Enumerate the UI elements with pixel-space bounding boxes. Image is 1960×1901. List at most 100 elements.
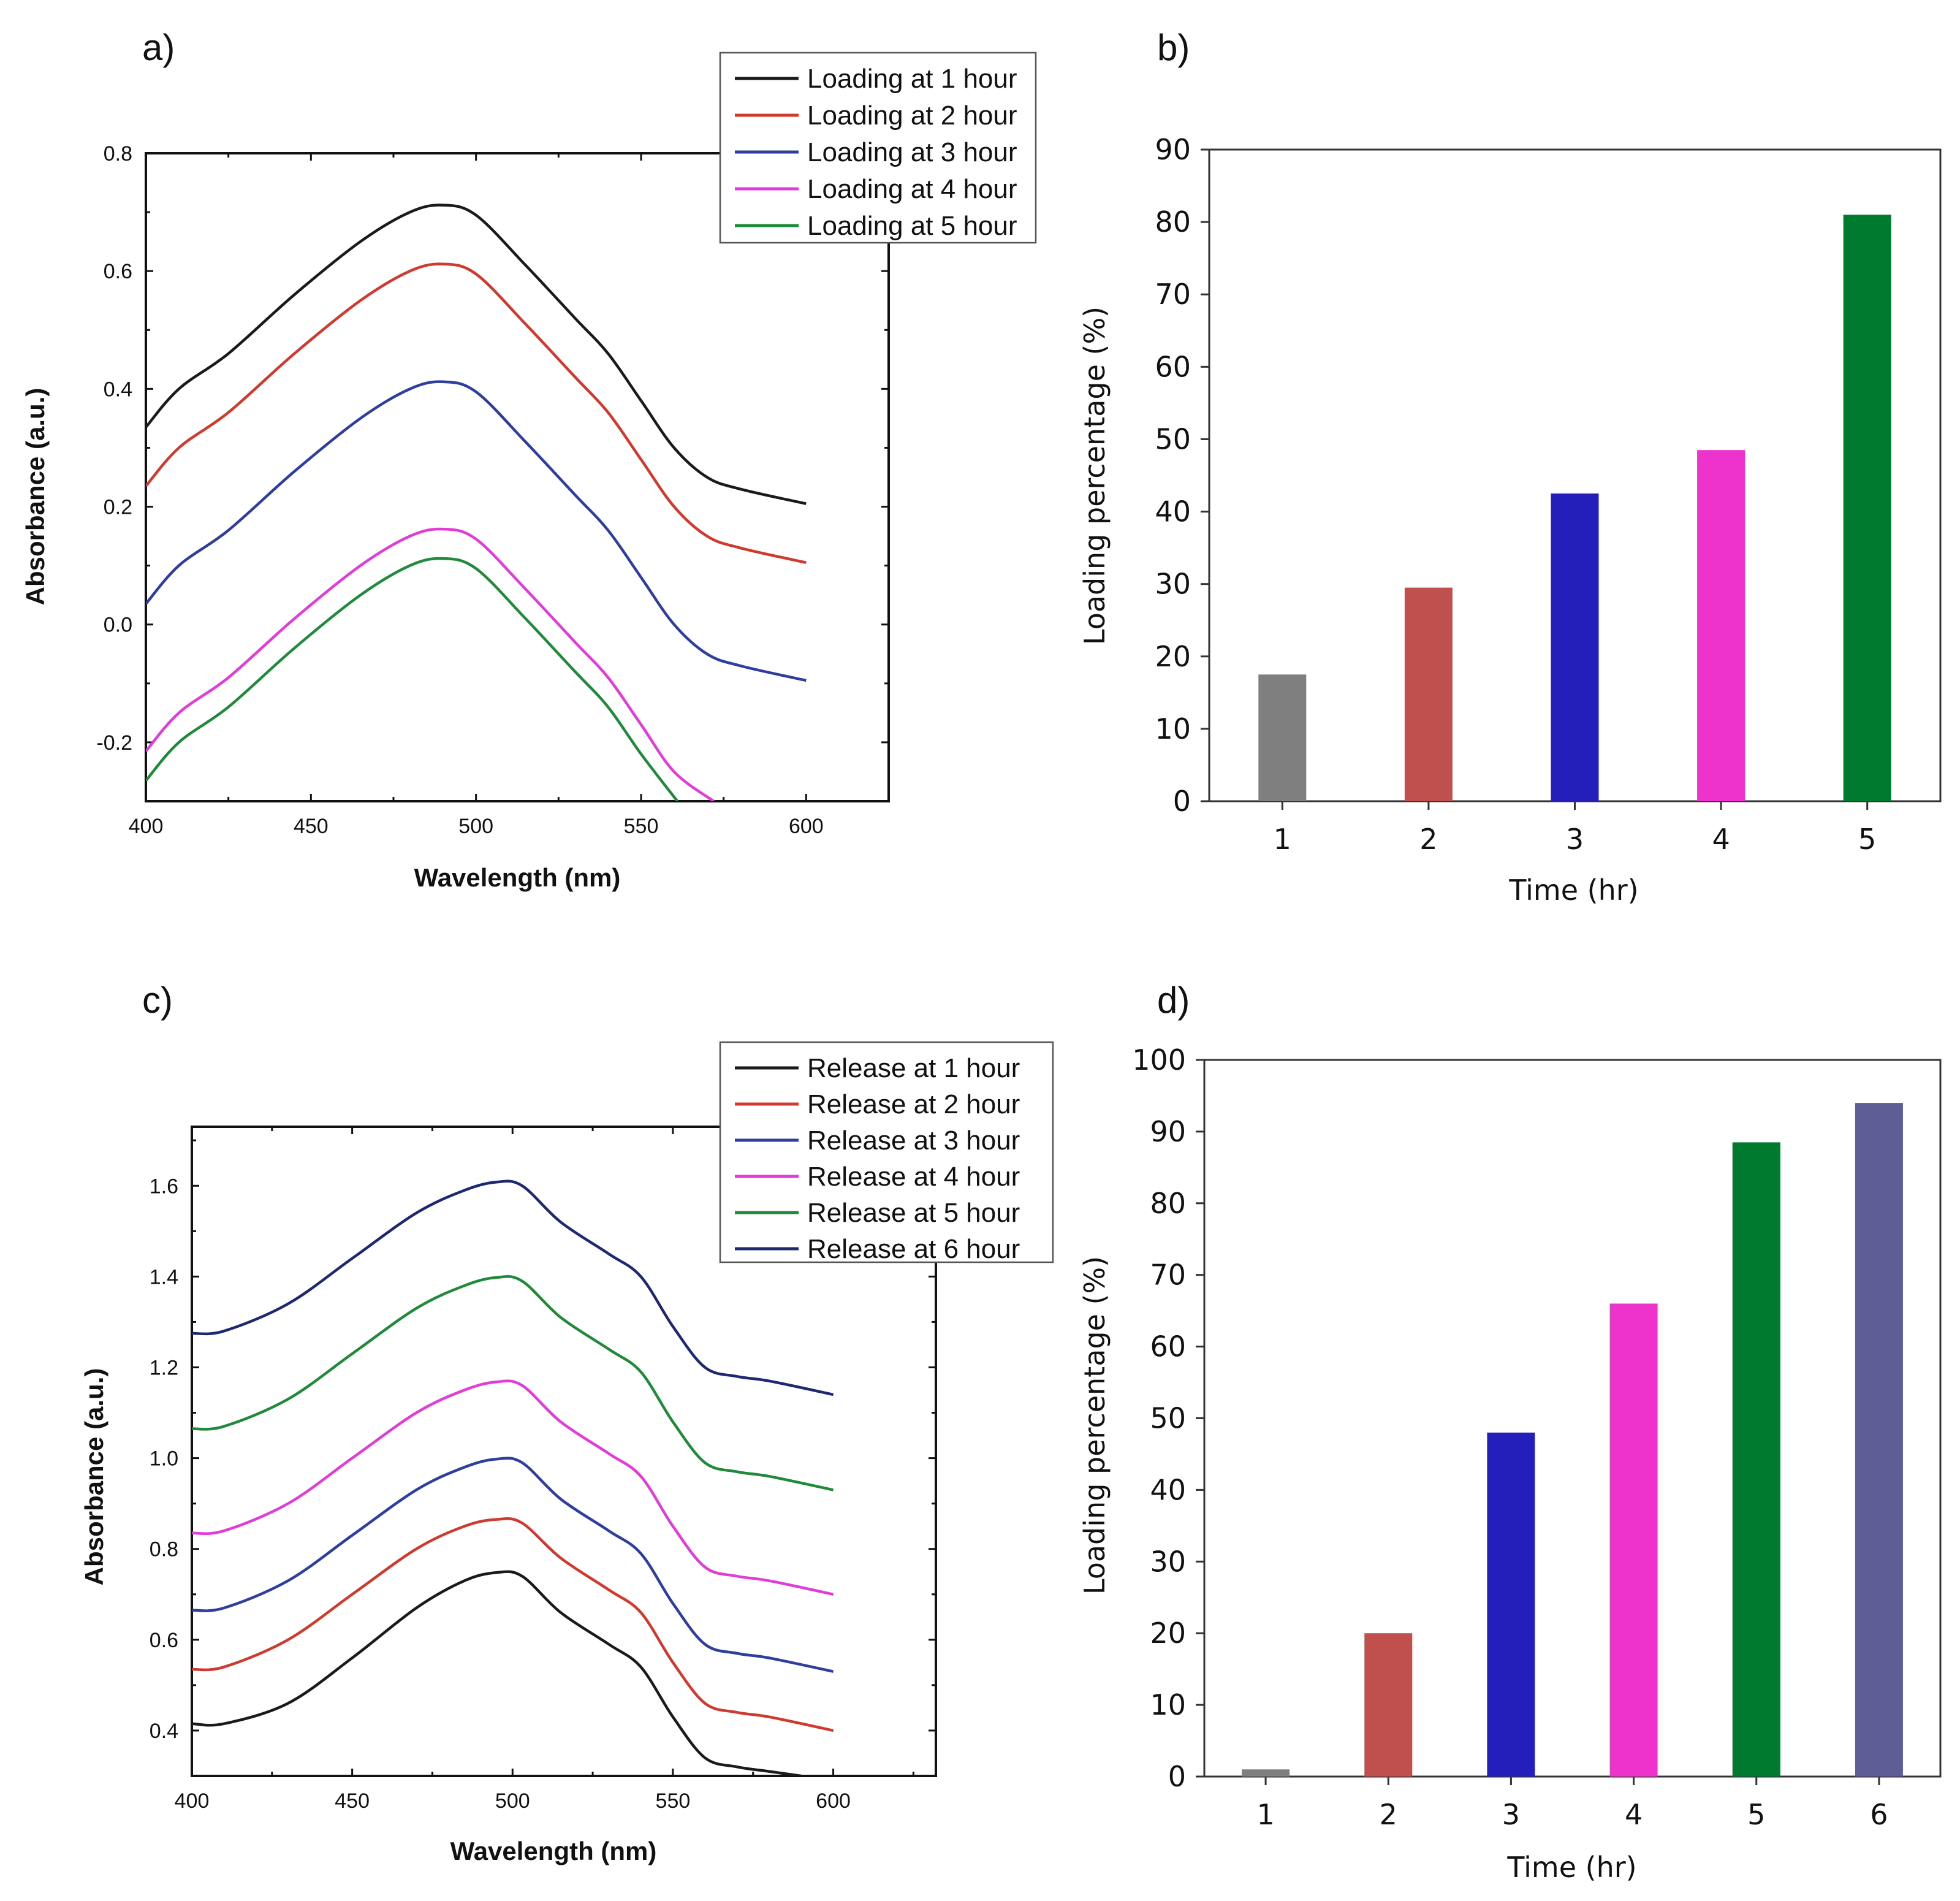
panel-b-x-tick-label: 4 [1712, 823, 1730, 856]
panel-d-letter: d) [1157, 980, 1190, 1021]
panel-c-x-tick-label: 450 [335, 1789, 370, 1813]
panel-a-letter: a) [142, 27, 175, 68]
panel-c-legend-label-2: Release at 2 hour [807, 1089, 1020, 1119]
panel-d-ylabel: Loading percentage (%) [1078, 1256, 1111, 1594]
panel-c-series-line-5 [192, 1275, 834, 1491]
panel-b-bar-5 [1843, 215, 1891, 801]
panel-c-legend-label-5: Release at 5 hour [807, 1198, 1020, 1228]
panel-c-ylabel: Absorbance (a.u.) [80, 1368, 108, 1586]
panel-d-bar-4 [1609, 1303, 1658, 1777]
panel-c-legend-label-6: Release at 6 hour [807, 1234, 1020, 1264]
panel-b-y-tick-label: 0 [1173, 785, 1191, 818]
panel-a-y-tick-label: 0.6 [104, 260, 132, 283]
panel-b-bar-chart: Time (hr) Loading percentage (%) 0 10 20 30… [1078, 133, 1942, 907]
panel-a-xlabel: Wavelength (nm) [414, 863, 621, 892]
panel-a-series-line-2 [146, 262, 807, 564]
panel-a-ylabel: Absorbance (a.u.) [21, 388, 50, 606]
panel-c-xlabel: Wavelength (nm) [450, 1837, 657, 1865]
panel-d-y-tick-label: 10 [1150, 1688, 1186, 1721]
panel-d-y-tick-label: 80 [1150, 1187, 1186, 1220]
panel-b-xlabel: Time (hr) [1508, 874, 1638, 907]
panel-d-x-tick-label: 4 [1625, 1798, 1643, 1831]
panel-c-line-chart: Wavelength (nm) Absorbance (a.u.) 400 450… [80, 1041, 1054, 1865]
panel-a-y-tick-label: 0.8 [104, 142, 132, 166]
panel-b-bar-3 [1551, 493, 1599, 801]
panel-d-y-tick-label: 40 [1150, 1473, 1186, 1506]
panel-a-plot-frame [145, 152, 890, 802]
panel-a-x-tick-label: 500 [458, 815, 493, 838]
panel-d-y-tick-label: 0 [1168, 1760, 1186, 1793]
panel-a-x-tick-label: 400 [129, 815, 164, 838]
panel-a-x-tick-label: 600 [789, 815, 824, 838]
panel-d-y-tick-label: 20 [1150, 1617, 1186, 1650]
panel-c-y-tick-label: 0.6 [150, 1629, 178, 1652]
panel-c-y-tick-label: 1.0 [150, 1447, 178, 1471]
panel-d-bar-6 [1855, 1103, 1903, 1777]
panel-c-legend-label-4: Release at 4 hour [807, 1162, 1020, 1192]
panel-a-legend-label-1: Loading at 1 hour [807, 64, 1017, 94]
panel-c-plot-frame [191, 1126, 937, 1777]
panel-a-x-tick-label: 550 [624, 815, 659, 838]
panel-c-x-tick-label: 600 [816, 1789, 851, 1813]
panel-a-series-line-4 [146, 527, 715, 801]
panel-c-y-tick-label: 1.4 [150, 1265, 178, 1289]
panel-a-legend-label-3: Loading at 3 hour [807, 137, 1017, 167]
panel-a-line-chart: Wavelength (nm) Absorbance (a.u.) 400 450… [21, 51, 1037, 892]
panel-b-y-tick-label: 50 [1155, 422, 1191, 455]
panel-b-bar-1 [1258, 674, 1307, 801]
panel-a-y-tick-label: -0.2 [96, 731, 132, 755]
panel-c-series-line-4 [192, 1379, 834, 1596]
panel-b-y-tick-label: 40 [1155, 495, 1191, 528]
panel-c-series-line-1 [192, 1570, 802, 1776]
panel-a-y-tick-label: 0.0 [104, 614, 132, 637]
panel-d-y-tick-label: 90 [1150, 1115, 1186, 1148]
panel-c-series-line-6 [192, 1179, 834, 1396]
panel-d-bar-2 [1364, 1633, 1413, 1777]
panel-d-bar-5 [1732, 1142, 1780, 1777]
panel-a-legend-label-4: Loading at 4 hour [807, 174, 1017, 204]
panel-c-y-tick-label: 1.2 [150, 1356, 178, 1379]
panel-c-y-tick-label: 1.6 [150, 1175, 178, 1198]
panel-b-x-tick-label: 3 [1566, 823, 1584, 856]
panel-b-y-tick-label: 80 [1155, 205, 1191, 238]
panel-d-x-tick-label: 6 [1870, 1798, 1888, 1831]
panel-d-y-tick-label: 70 [1150, 1259, 1186, 1292]
panel-b-y-tick-label: 10 [1155, 712, 1191, 745]
panel-a-y-tick-label: 0.2 [104, 496, 132, 519]
panel-c-series-line-2 [192, 1517, 834, 1732]
panel-d-xlabel: Time (hr) [1506, 1851, 1636, 1884]
panel-d-y-tick-label: 30 [1150, 1545, 1186, 1578]
panel-d-plot-frame [1203, 1059, 1942, 1778]
panel-c-y-tick-label: 0.4 [150, 1720, 178, 1743]
panel-b-y-tick-label: 70 [1155, 278, 1191, 311]
panel-d-bar-chart: Time (hr) Loading percentage (%) 0 10 20 30… [1078, 1043, 1942, 1884]
panel-b-x-tick-label: 5 [1858, 823, 1876, 856]
panel-c-x-tick-label: 550 [656, 1789, 691, 1813]
panel-d-y-tick-label: 50 [1150, 1402, 1186, 1435]
panel-d-x-tick-label: 1 [1256, 1798, 1274, 1831]
panel-b-y-tick-label: 60 [1155, 350, 1191, 383]
panel-c-legend-label-1: Release at 1 hour [807, 1053, 1020, 1083]
panel-a-legend-label-5: Loading at 5 hour [807, 211, 1017, 241]
panel-d-bar-1 [1242, 1769, 1290, 1777]
panel-c-x-tick-label: 500 [495, 1789, 530, 1813]
panel-c-series-line-3 [192, 1457, 834, 1673]
panel-b-ylabel: Loading percentage (%) [1078, 307, 1111, 645]
panel-b-x-tick-label: 1 [1274, 823, 1291, 856]
panel-a-x-tick-label: 450 [294, 815, 329, 838]
panel-c-series-group [192, 1179, 834, 1776]
panel-b-y-tick-label: 90 [1155, 133, 1191, 166]
panel-c-letter: c) [142, 980, 173, 1021]
panel-a-series-group [146, 204, 807, 801]
panel-b-y-tick-label: 30 [1155, 568, 1191, 601]
panel-b-y-tick-label: 20 [1155, 640, 1191, 673]
panel-c-y-tick-label: 0.8 [150, 1538, 178, 1561]
panel-a-series-line-5 [146, 557, 679, 801]
panel-c-legend-label-3: Release at 3 hour [807, 1126, 1020, 1156]
panel-b-bar-2 [1404, 587, 1453, 801]
panel-d-x-tick-label: 2 [1380, 1798, 1397, 1831]
panel-a-legend-box [719, 51, 1037, 244]
panel-d-y-tick-label: 60 [1150, 1330, 1186, 1363]
panel-d-y-tick-label: 100 [1132, 1043, 1186, 1076]
